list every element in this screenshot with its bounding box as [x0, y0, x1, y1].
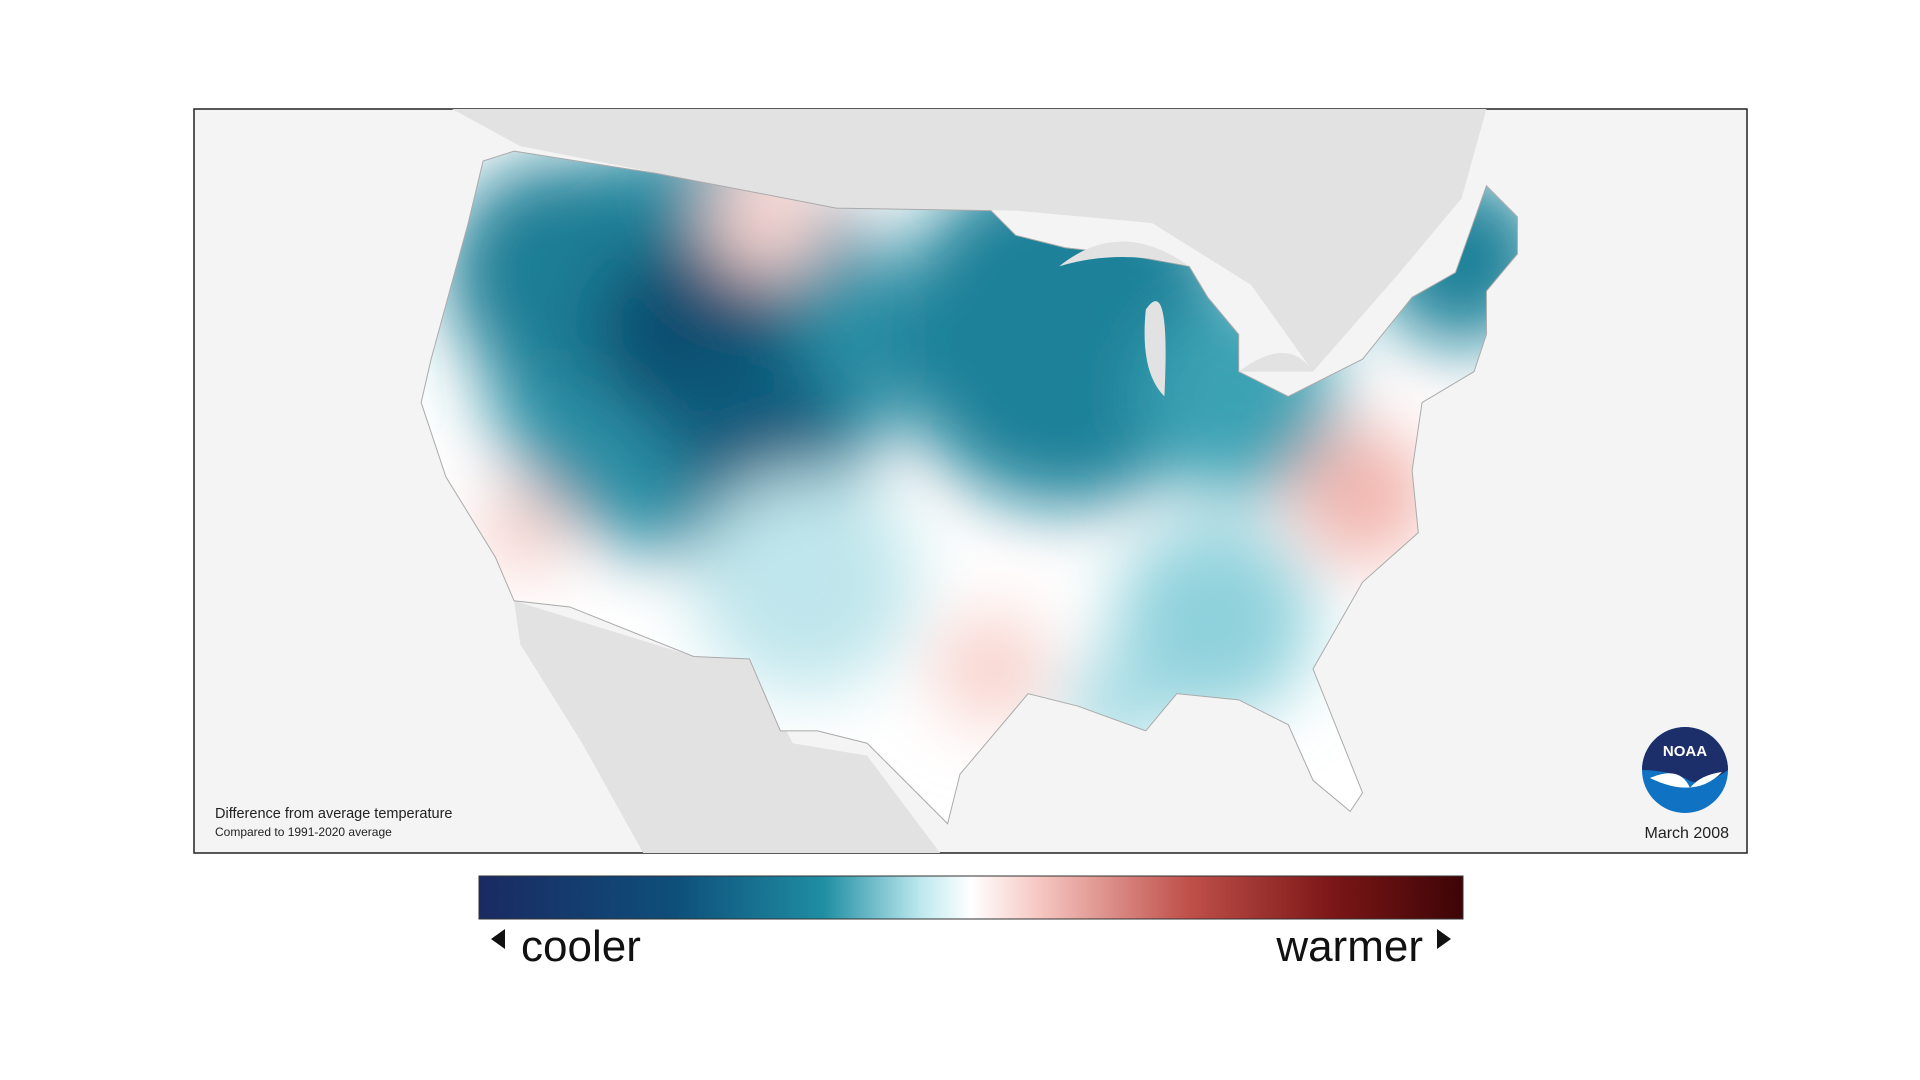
legend-high: warmer [1275, 922, 1423, 971]
map-subcaption: Compared to 1991-2020 average [215, 825, 392, 839]
map-caption: Difference from average temperature [215, 806, 453, 822]
legend-low: cooler [521, 922, 641, 971]
map-area: Difference from average temperature Comp… [215, 109, 1730, 853]
color-scale [478, 875, 1464, 920]
arrow-right [1437, 929, 1451, 949]
noaa-logo: NOAA [1642, 727, 1728, 813]
logo-text: NOAA [1663, 743, 1707, 760]
map-date: March 2008 [1645, 825, 1730, 842]
arrow-left [491, 929, 505, 949]
